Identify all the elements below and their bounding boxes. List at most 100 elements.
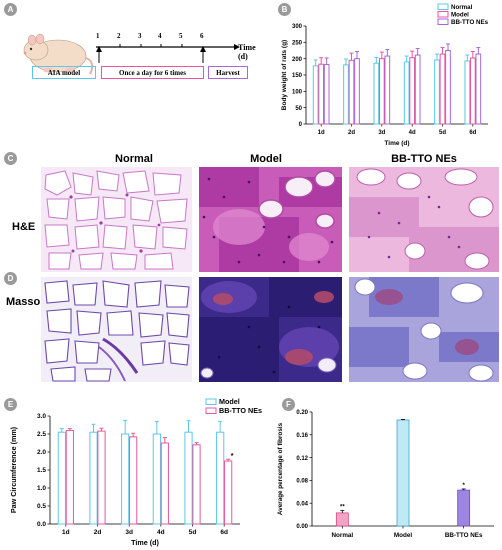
row-title-he: H&E [12,221,36,233]
y-tick-label: 1.5 [37,467,46,474]
day-tick-6: 6 [200,32,204,40]
y-tick-label: 0.0 [37,521,46,528]
y-tick-label: 0 [299,122,303,128]
y-tick-label: 1.0 [37,485,46,492]
legend-label: Normal [451,4,473,11]
row-title-masson: Masson [6,296,47,308]
bar [192,444,201,525]
legend-swatch [205,407,217,414]
column-title-normal: Normal [115,153,153,165]
legend-swatch [437,3,449,10]
day-tick-5: 5 [179,32,183,40]
timeline-axis-label: Time (d) [238,43,256,61]
day-tick-2: 2 [117,32,121,40]
masson-bbtto-micrograph [349,277,499,382]
y-tick-label: 200 [292,57,303,63]
panel-c-badge: C [4,152,17,165]
y-tick-label: 0.04 [296,501,308,507]
x-tick-label: 3d [125,529,133,536]
y-tick-label: 0.00 [296,524,308,530]
panel-e-badge: E [4,398,17,411]
fibrosis-chart: 0.00 0.04 0.08 0.12 0.16 0.20 ** Normal Model * BB… [277,410,494,539]
bar [396,419,410,527]
significance-mark: * [462,483,465,489]
bar [65,429,74,525]
bar [469,57,476,125]
he-bbtto-micrograph [349,167,499,272]
y-tick-label: 50 [295,106,302,112]
bar [224,460,233,525]
he-normal-micrograph [41,167,192,272]
y-tick-label: 0.5 [37,503,46,510]
bar [378,58,385,125]
x-tick-label: 2d [94,529,102,536]
x-tick-label: 2d [348,130,355,136]
day-tick-4: 4 [158,32,162,40]
legend-swatch [205,398,217,405]
x-tick-label: 3d [378,130,385,136]
bar [348,59,355,125]
bar [409,57,416,125]
column-title-model: Model [250,153,282,165]
bar [318,63,325,125]
he-model-micrograph [199,167,342,272]
bar [445,50,451,125]
y-tick-label: 0.08 [296,479,308,485]
aia-model-box: AIA model [32,66,96,79]
bar [384,55,391,125]
x-tick-label: Normal [331,532,353,539]
y-tick-label: 250 [292,41,303,47]
significance-mark: ** [340,505,345,511]
bar [184,431,193,525]
day-tick-1: 1 [96,32,100,40]
legend-swatch [437,18,449,25]
bar [57,431,66,525]
x-tick-label: 4d [157,529,165,536]
bar [439,53,446,125]
y-tick-label: 2.5 [37,431,46,438]
legend-swatch [437,11,449,18]
y-tick-label: 3.0 [37,413,46,420]
panel-b: B 0 50 100 150 200 250 300 1d 2d 3d 4d 5d 6d Normal Mo… [262,0,502,150]
y-tick-label: 300 [292,24,303,30]
x-tick-label: 6d [220,529,228,536]
x-tick-label: 5d [439,130,446,136]
column-title-bbtto: BB-TTO NEs [391,153,457,165]
bar [216,431,225,525]
x-tick-label: Model [394,532,412,539]
masson-model-micrograph [199,277,342,382]
y-axis-label: Average percentage of fibrosis [277,422,284,515]
panel-e: E 0.0 0.5 1.0 1.5 2.0 2.5 3.0 1d 2d 3d 4d 5d 6d Model… [0,392,262,550]
paw-circumference-chart: 0.0 0.5 1.0 1.5 2.0 2.5 3.0 1d 2d 3d 4d 5d 6d ModelBB… [9,397,262,547]
bar [403,61,410,125]
y-tick-label: 0.12 [296,456,308,462]
bar [121,433,130,525]
bar [373,62,380,125]
legend-label: Model [219,397,240,406]
masson-normal-micrograph [41,277,192,382]
x-tick-label: 4d [409,130,416,136]
day-tick-3: 3 [138,32,142,40]
harvest-box: Harvest [208,66,248,79]
bar [89,431,98,525]
bar [160,442,169,525]
legend-label: Model [451,12,469,19]
panel-b-badge: B [278,3,291,16]
bar [343,64,349,125]
bar [129,436,138,525]
bar [434,59,440,125]
panel-histology: C D Normal Model BB-TTO NEs H&E Masson [0,150,502,390]
x-axis-label: Time (d) [384,140,409,147]
x-tick-label: BB-TTO NEs [445,532,483,539]
legend-label: BB-TTO NEs [219,406,262,415]
dosing-box: Once a day for 6 times [101,66,204,79]
panel-f-badge: F [282,398,295,411]
x-tick-label: 5d [189,529,197,536]
significance-mark: * [231,453,234,460]
x-tick-label: 1d [318,130,325,136]
legend-label: BB-TTO NEs [451,19,489,26]
bar [414,54,421,125]
y-tick-label: 2.0 [37,449,46,456]
rat-icon [23,33,94,75]
x-axis-label: Time (d) [131,538,159,547]
